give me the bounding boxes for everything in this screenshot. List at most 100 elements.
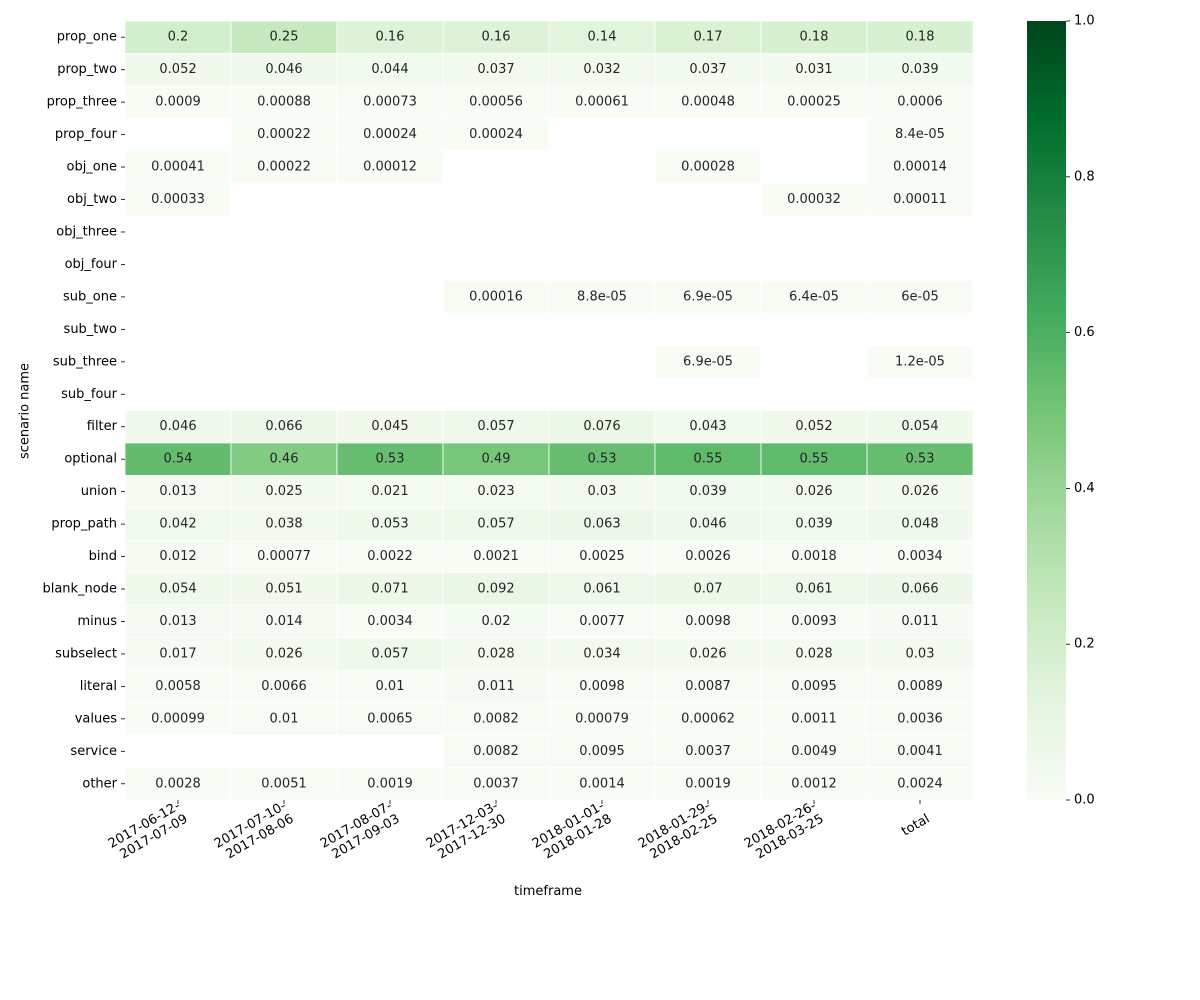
heatmap-cell [336, 442, 444, 476]
y-tick-label: obj_one [66, 160, 117, 175]
heatmap-cell [124, 637, 232, 671]
cell-label: 0.00056 [469, 95, 523, 110]
heatmap-cell [866, 475, 974, 509]
y-tick-label: service [70, 744, 117, 759]
cell-label: 0.0065 [367, 711, 413, 726]
heatmap-cell [866, 539, 974, 574]
y-tick-label: prop_one [57, 30, 117, 45]
cell-label: 0.00099 [151, 711, 205, 726]
heatmap-cell [124, 767, 232, 801]
heatmap-cell [230, 539, 338, 574]
cell-label: 0.00033 [151, 192, 205, 207]
y-tick-label: optional [64, 452, 117, 467]
colorbar-tick-label: 0.6 [1074, 325, 1095, 340]
heatmap-cell [654, 767, 762, 801]
heatmap-cell [548, 442, 656, 476]
heatmap-cell [760, 539, 868, 574]
heatmap-cell [866, 53, 974, 87]
heatmap-cell [124, 539, 232, 574]
cell-label: 0.046 [689, 517, 726, 532]
heatmap-cell [124, 20, 232, 54]
heatmap-cell [230, 85, 338, 119]
cell-label: 0.0087 [685, 679, 731, 694]
cell-label: 0.012 [159, 549, 196, 564]
y-tick-label: minus [77, 614, 117, 629]
heatmap-cell [866, 442, 974, 476]
cell-label: 0.01 [270, 711, 299, 726]
cell-label: 6.4e-05 [789, 289, 839, 304]
cell-label: 0.00022 [257, 160, 311, 175]
cell-label: 0.051 [265, 582, 302, 597]
heatmap-cell [336, 767, 444, 801]
colorbar-gradient [1027, 21, 1066, 800]
heatmap-cell [548, 410, 656, 444]
cell-label: 0.18 [800, 30, 829, 45]
y-tick-label: prop_two [57, 62, 117, 77]
cell-label: 0.026 [795, 484, 832, 499]
heatmap-cell [336, 539, 444, 574]
heatmap-cell [442, 410, 550, 444]
cell-label: 0.054 [159, 582, 196, 597]
cell-label: 0.0006 [897, 95, 943, 110]
cell-label: 0.0093 [791, 614, 837, 629]
heatmap-cell [866, 20, 974, 54]
cell-label: 0.55 [800, 452, 829, 467]
heatmap-cell [654, 572, 762, 606]
heatmap-cell [230, 442, 338, 476]
cell-label: 0.0028 [155, 776, 201, 791]
heatmap-cell [124, 702, 232, 736]
x-tick-label: 2017-06-12-2017-07-09 [106, 798, 190, 862]
heatmap-cell [442, 767, 550, 801]
x-axis: 2017-06-12-2017-07-09 2017-07-10-2017-08-… [106, 798, 932, 862]
cell-label: 0.0098 [685, 614, 731, 629]
heatmap-cell [654, 637, 762, 671]
heatmap-cell [654, 604, 762, 639]
cell-label: 1.2e-05 [895, 354, 945, 369]
cell-label: 0.00048 [681, 95, 735, 110]
cell-label: 0.053 [371, 517, 408, 532]
y-tick-label: sub_three [53, 354, 117, 369]
heatmap-cell [230, 475, 338, 509]
cell-label: 0.011 [901, 614, 938, 629]
colorbar-tick-label: 0.0 [1074, 793, 1095, 808]
y-axis-title: scenario name [18, 363, 33, 459]
cell-label: 0.0019 [367, 776, 413, 791]
y-tick-label: filter [87, 419, 118, 434]
heatmap-cell [760, 767, 868, 801]
heatmap-cell [336, 637, 444, 671]
cell-label: 8.4e-05 [895, 127, 945, 142]
y-tick-label: literal [80, 679, 117, 694]
y-tick-label: subselect [55, 646, 117, 661]
cell-label: 0.061 [795, 582, 832, 597]
cell-label: 6e-05 [901, 289, 939, 304]
heatmap-cell [654, 20, 762, 54]
cell-label: 0.00014 [893, 160, 947, 175]
cell-label: 0.02 [482, 614, 511, 629]
x-tick-label: 2018-02-26-2018-03-25 [742, 798, 826, 862]
cell-label: 0.013 [159, 614, 196, 629]
cell-label: 0.028 [795, 646, 832, 661]
cell-label: 0.042 [159, 517, 196, 532]
cell-label: 0.0051 [261, 776, 307, 791]
x-tick-label: 2017-07-10-2017-08-06 [212, 798, 296, 862]
cell-label: 0.53 [588, 452, 617, 467]
cell-label: 0.0022 [367, 549, 413, 564]
cell-label: 0.0041 [897, 744, 943, 759]
heatmap-cell [654, 150, 762, 184]
heatmap-cell [442, 702, 550, 736]
cell-label: 0.00041 [151, 160, 205, 175]
cell-label: 0.052 [159, 62, 196, 77]
cell-label: 0.0066 [261, 679, 307, 694]
cell-label: 0.49 [482, 452, 511, 467]
heatmap-cell [654, 734, 762, 768]
cell-label: 0.0037 [473, 776, 519, 791]
cell-label: 0.00024 [469, 127, 523, 142]
heatmap-cell [866, 117, 974, 152]
cell-label: 0.16 [482, 30, 511, 45]
cell-label: 0.00062 [681, 711, 735, 726]
cell-label: 0.026 [901, 484, 938, 499]
heatmap-cell [442, 734, 550, 768]
heatmap-cell [654, 410, 762, 444]
colorbar-tick-label: 1.0 [1074, 14, 1095, 29]
heatmap-cell [866, 85, 974, 119]
